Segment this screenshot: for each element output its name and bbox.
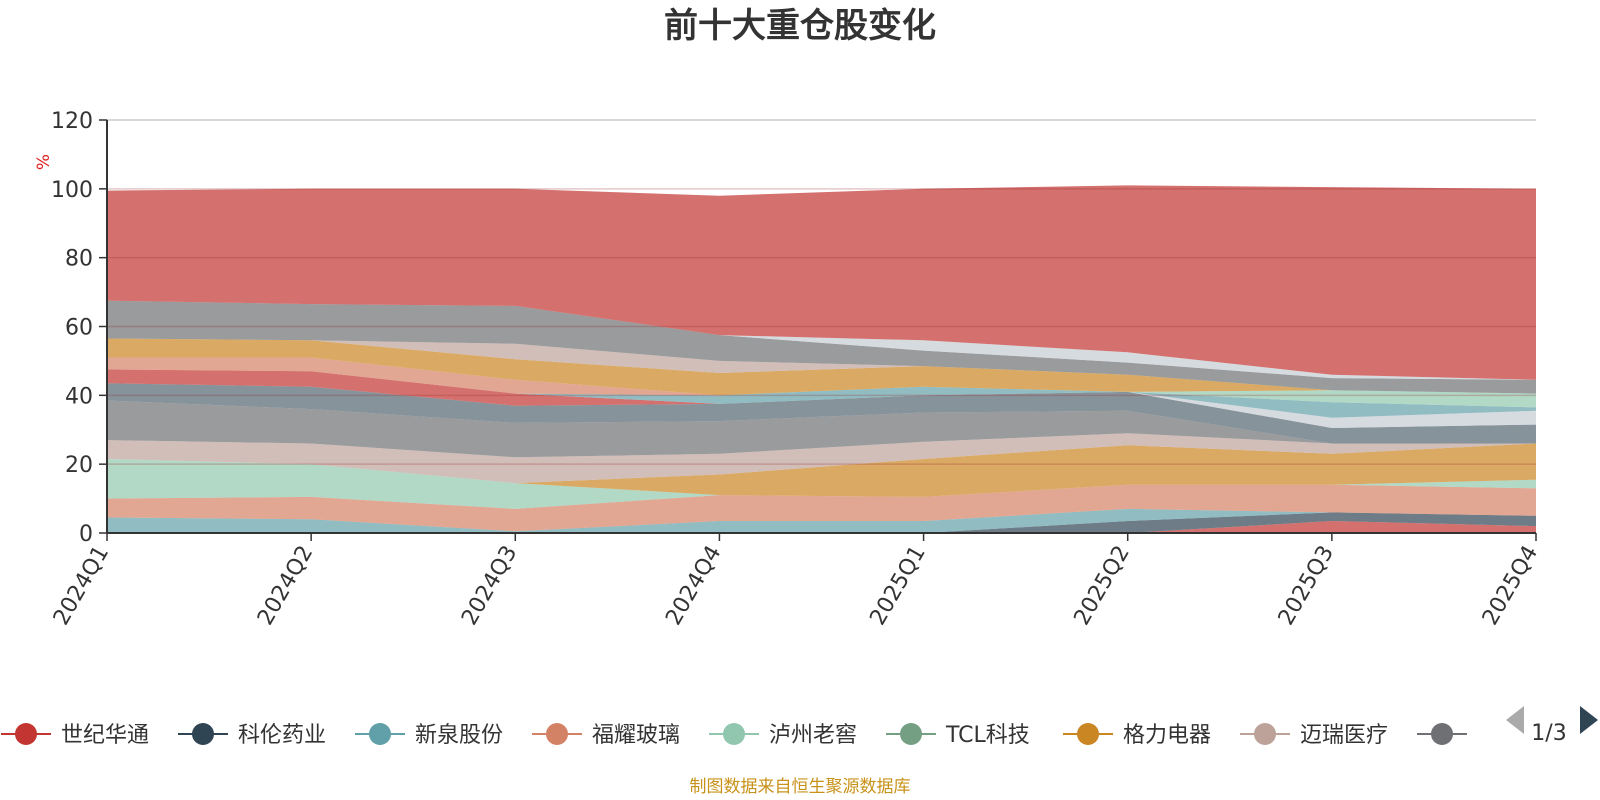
x-tick-label: 2024Q2 (253, 542, 318, 630)
area-series-18 (107, 300, 1536, 380)
area-series-12 (107, 369, 1536, 418)
y-tick-label: 20 (65, 453, 93, 478)
area-series-2 (107, 508, 1536, 533)
legend-next-icon[interactable] (1580, 706, 1598, 734)
legend-label: 世纪华通 (61, 723, 149, 748)
x-tick-label: 2025Q4 (1478, 542, 1543, 630)
legend-marker-icon (1077, 723, 1099, 745)
area-series-17 (107, 300, 1536, 394)
legend-item[interactable]: 新泉股份 (355, 723, 503, 748)
legend-marker-icon (1431, 723, 1453, 745)
legend-item[interactable]: 泸州老窖 (709, 723, 857, 748)
area-series-4 (107, 459, 1536, 509)
area-series (107, 185, 1536, 533)
area-series-1 (107, 512, 1536, 533)
legend-label: TCL科技 (945, 723, 1030, 748)
legend-marker-icon (1254, 723, 1276, 745)
y-tick-label: 120 (51, 109, 93, 134)
legend-label: 迈瑞医疗 (1300, 723, 1388, 748)
legend-item[interactable]: TCL科技 (886, 723, 1030, 748)
x-tick-label: 2024Q1 (49, 542, 114, 630)
legend-label: 新泉股份 (415, 723, 503, 748)
area-series-0 (107, 521, 1536, 533)
area-series-15 (107, 338, 1536, 396)
area-series-13 (107, 369, 1536, 408)
legend-marker-icon (900, 723, 922, 745)
legend-label: 泸州老窖 (769, 723, 857, 748)
area-series-6 (107, 443, 1536, 497)
legend-label: 科伦药业 (238, 723, 326, 748)
legend-label: 格力电器 (1123, 723, 1211, 748)
legend-label: 福耀玻璃 (592, 723, 680, 748)
legend-marker-icon (15, 723, 37, 745)
gridlines (107, 119, 1536, 465)
legend-marker-icon (369, 723, 391, 745)
legend-item[interactable]: 格力电器 (1063, 723, 1211, 748)
area-series-3 (107, 484, 1536, 532)
y-tick-label: 40 (65, 384, 93, 409)
y-axis-ticks: 0 20 40 60 80 100 120 (51, 109, 107, 547)
legend: 世纪华通 科伦药业 新泉股份 福耀玻璃 泸州老窖 TCL科技 格力电器 迈瑞医疗 五粮液 (1, 723, 1543, 748)
legend-marker-icon (723, 723, 745, 745)
legend-prev-icon[interactable] (1506, 706, 1524, 734)
x-tick-label: 2025Q3 (1274, 542, 1339, 630)
data-source-note: 制图数据来自恒生聚源数据库 (690, 777, 911, 797)
y-axis-unit: % (34, 154, 54, 170)
y-tick-label: 100 (51, 178, 93, 203)
area-series-19 (107, 185, 1536, 380)
y-tick-label: 80 (65, 247, 93, 272)
y-tick-label: 60 (65, 316, 93, 341)
legend-marker-icon (546, 723, 568, 745)
legend-page-indicator: 1/3 (1531, 721, 1566, 746)
x-tick-label: 2024Q4 (661, 542, 726, 630)
x-tick-label: 2024Q3 (457, 542, 522, 630)
legend-item[interactable]: 迈瑞医疗 (1240, 723, 1388, 748)
area-series-10 (107, 383, 1536, 428)
area-series-9 (107, 383, 1536, 444)
area-series-14 (107, 357, 1536, 396)
legend-marker-icon (192, 723, 214, 745)
legend-item[interactable]: 科伦药业 (178, 723, 326, 748)
area-series-7 (107, 433, 1536, 484)
chart-title: 前十大重仓股变化 (664, 6, 936, 46)
legend-item[interactable]: 世纪华通 (1, 723, 149, 748)
legend-item[interactable]: 五粮液 (1417, 723, 1543, 748)
area-series-11 (107, 369, 1536, 418)
area-series-8 (107, 400, 1536, 458)
x-axis-ticks: 2024Q1 2024Q2 2024Q3 2024Q4 2025Q1 2025Q2 2025… (49, 533, 1543, 630)
area-series-16 (107, 338, 1536, 394)
legend-pager: 1/3 (1506, 706, 1598, 746)
y-tick-label: 0 (79, 522, 93, 547)
legend-label: 五粮液 (1477, 723, 1543, 748)
legend-item[interactable]: 福耀玻璃 (532, 723, 680, 748)
x-tick-label: 2025Q2 (1070, 542, 1135, 630)
x-tick-label: 2025Q1 (865, 542, 930, 630)
